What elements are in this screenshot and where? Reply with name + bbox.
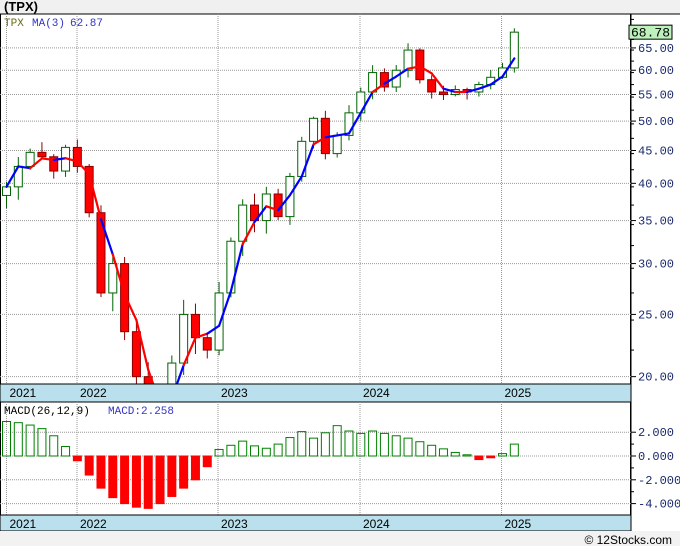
svg-text:60.00: 60.00 [638, 64, 674, 78]
svg-text:2025: 2025 [505, 517, 532, 531]
svg-text:30.00: 30.00 [638, 258, 674, 272]
svg-text:55.00: 55.00 [638, 89, 674, 103]
svg-text:40.00: 40.00 [638, 177, 674, 191]
svg-text:65.00: 65.00 [638, 42, 674, 56]
svg-text:2022: 2022 [80, 517, 107, 531]
svg-text:2023: 2023 [221, 517, 248, 531]
svg-text:2021: 2021 [10, 386, 37, 400]
svg-text:2.000: 2.000 [638, 426, 674, 440]
svg-text:MACD:2.258: MACD:2.258 [108, 406, 174, 418]
svg-text:(TPX): (TPX) [4, 0, 38, 14]
svg-text:-2.000: -2.000 [638, 474, 680, 488]
svg-text:68.78: 68.78 [631, 25, 670, 40]
svg-text:TPX: TPX [4, 18, 24, 30]
svg-text:35.00: 35.00 [638, 215, 674, 229]
svg-text:© 12Stocks.com: © 12Stocks.com [584, 533, 672, 546]
svg-text:0.000: 0.000 [638, 450, 674, 464]
svg-text:50.00: 50.00 [638, 115, 674, 129]
svg-text:2022: 2022 [80, 386, 107, 400]
svg-text:2025: 2025 [505, 386, 532, 400]
svg-text:MA(3): MA(3) [32, 18, 65, 30]
svg-text:25.00: 25.00 [638, 308, 674, 322]
svg-text:62.87: 62.87 [70, 18, 103, 30]
svg-text:-4.000: -4.000 [638, 498, 680, 512]
svg-text:2023: 2023 [221, 386, 248, 400]
svg-text:20.00: 20.00 [638, 371, 674, 385]
svg-text:2024: 2024 [363, 517, 390, 531]
svg-text:2021: 2021 [10, 517, 37, 531]
svg-text:MACD(26,12,9): MACD(26,12,9) [4, 406, 90, 418]
svg-text:45.00: 45.00 [638, 144, 674, 158]
svg-text:2024: 2024 [363, 386, 390, 400]
